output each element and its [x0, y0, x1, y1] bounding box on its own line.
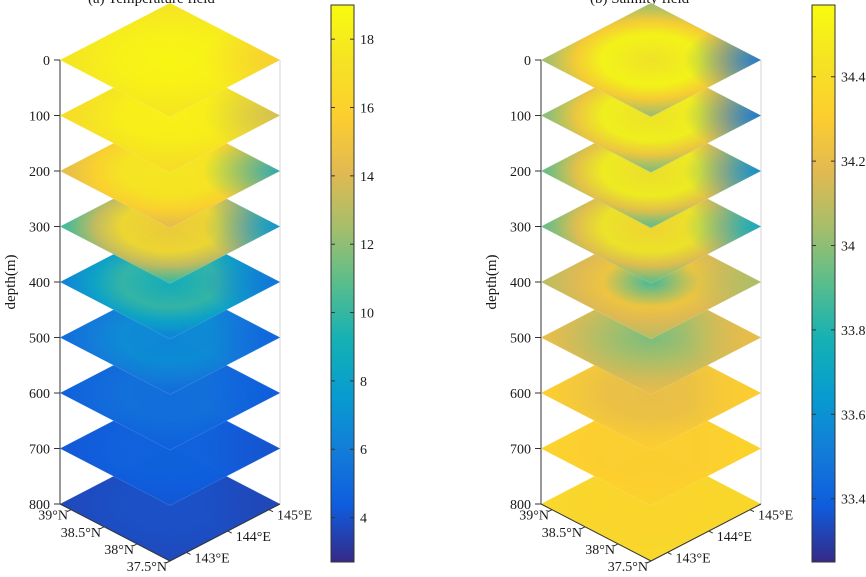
colorbar-tick-label: 34.4 [841, 71, 866, 86]
depth-tick-label: 700 [29, 443, 50, 458]
slice-corner-anomaly [60, 3, 280, 117]
depth-tick-label: 200 [29, 165, 50, 180]
depth-tick-label: 0 [524, 54, 531, 69]
colorbar-tick-label: 6 [360, 443, 367, 458]
horizontal-axes: 39°N 38.5°N38°N 37.5°N 143°E 144°E 145°E [519, 503, 793, 575]
slice-corner-anomaly [541, 3, 761, 117]
latitude-tick-label: 38°N [585, 543, 615, 558]
latitude-tick-label: 37.5°N [127, 560, 167, 575]
longitude-tick-label: 145°E [277, 509, 312, 524]
longitude-tick [667, 552, 672, 555]
depth-tick-label: 100 [29, 110, 50, 125]
latitude-tick [165, 560, 171, 564]
colorbar: 33.4 33.6 33.8 34 34.2 34.4 [811, 4, 866, 563]
latitude-tick [580, 526, 586, 530]
latitude-tick [66, 509, 72, 513]
longitude-tick [186, 552, 191, 555]
colorbar-tick-label: 33.8 [841, 324, 866, 339]
colorbar-tick-label: 18 [360, 33, 374, 48]
depth-tick-label: 600 [510, 387, 531, 402]
panel-temperature: 0 100 200 300 400 500 600 700 800 depth(m) 39°N 38.… [3, 2, 374, 575]
slice-depth-0 [59, 2, 281, 118]
latitude-tick [646, 560, 652, 564]
latitude-tick-label: 37.5°N [608, 560, 648, 575]
depth-axis: 0 100 200 300 400 500 600 700 800 depth(m) [484, 54, 541, 513]
latitude-tick-label: 39°N [519, 509, 549, 524]
colorbar-tick-label: 14 [360, 170, 374, 185]
depth-axis-title: depth(m) [484, 255, 500, 310]
longitude-tick [268, 509, 274, 513]
longitude-tick-label: 144°E [236, 530, 271, 545]
colorbar-tick-label: 33.4 [841, 493, 866, 508]
depth-tick-label: 300 [510, 221, 531, 236]
depth-axis: 0 100 200 300 400 500 600 700 800 depth(m) [3, 54, 60, 513]
latitude-tick-label: 38.5°N [61, 526, 101, 541]
depth-tick-label: 800 [29, 498, 50, 513]
depth-tick-label: 500 [29, 332, 50, 347]
longitude-tick [749, 509, 755, 513]
depth-tick-label: 200 [510, 165, 531, 180]
longitude-tick-label: 143°E [195, 551, 230, 566]
longitude-axis-line [650, 503, 762, 562]
depth-tick-label: 400 [29, 276, 50, 291]
depth-tick-label: 100 [510, 110, 531, 125]
latitude-tick-label: 38.5°N [542, 526, 582, 541]
colorbar-tick-label: 33.6 [841, 408, 866, 423]
slice-edge [59, 2, 281, 118]
horizontal-axes: 39°N 38.5°N38°N 37.5°N 143°E 144°E 145°E [38, 503, 312, 575]
colorbar-gradient [330, 4, 355, 563]
longitude-tick-label: 144°E [717, 530, 752, 545]
depth-tick-label: 500 [510, 332, 531, 347]
longitude-tick [708, 530, 713, 534]
latitude-tick [132, 543, 138, 547]
colorbar-tick-label: 10 [360, 307, 374, 322]
longitude-tick-label: 145°E [758, 509, 793, 524]
depth-tick-label: 600 [29, 387, 50, 402]
latitude-tick [613, 543, 619, 547]
panel-a-title: (a) Temperature field [88, 0, 215, 8]
depth-axis-title: depth(m) [3, 255, 19, 310]
colorbar-tick-label: 16 [360, 102, 374, 117]
latitude-axis-line [540, 503, 652, 562]
colorbar: 4 6 8 10 12 14 16 18 [330, 4, 374, 563]
latitude-tick [99, 526, 105, 530]
colorbar-tick-label: 12 [360, 238, 374, 253]
longitude-axis-line [169, 503, 281, 562]
latitude-tick [547, 509, 553, 513]
latitude-tick-label: 38°N [104, 543, 134, 558]
depth-tick-label: 400 [510, 276, 531, 291]
latitude-axis-line [59, 503, 171, 562]
panel-b-title: (b) Salinity field [590, 0, 689, 8]
depth-tick-label: 0 [43, 54, 50, 69]
slice-edge [540, 2, 762, 118]
colorbar-tick-label: 34 [841, 240, 855, 255]
colorbar-tick-label: 34.2 [841, 155, 866, 170]
latitude-tick-label: 39°N [38, 509, 68, 524]
longitude-tick-label: 143°E [676, 551, 711, 566]
panel-salinity: 0 100 200 300 400 500 600 700 800 depth(m) 39°N 38.… [484, 2, 866, 575]
colorbar-tick-label: 8 [360, 375, 367, 390]
longitude-tick [227, 530, 232, 534]
slice-depth-0 [540, 2, 762, 118]
depth-tick-label: 700 [510, 443, 531, 458]
depth-tick-label: 300 [29, 221, 50, 236]
colorbar-gradient [811, 4, 836, 563]
depth-tick-label: 800 [510, 498, 531, 513]
colorbar-tick-label: 4 [360, 512, 367, 527]
